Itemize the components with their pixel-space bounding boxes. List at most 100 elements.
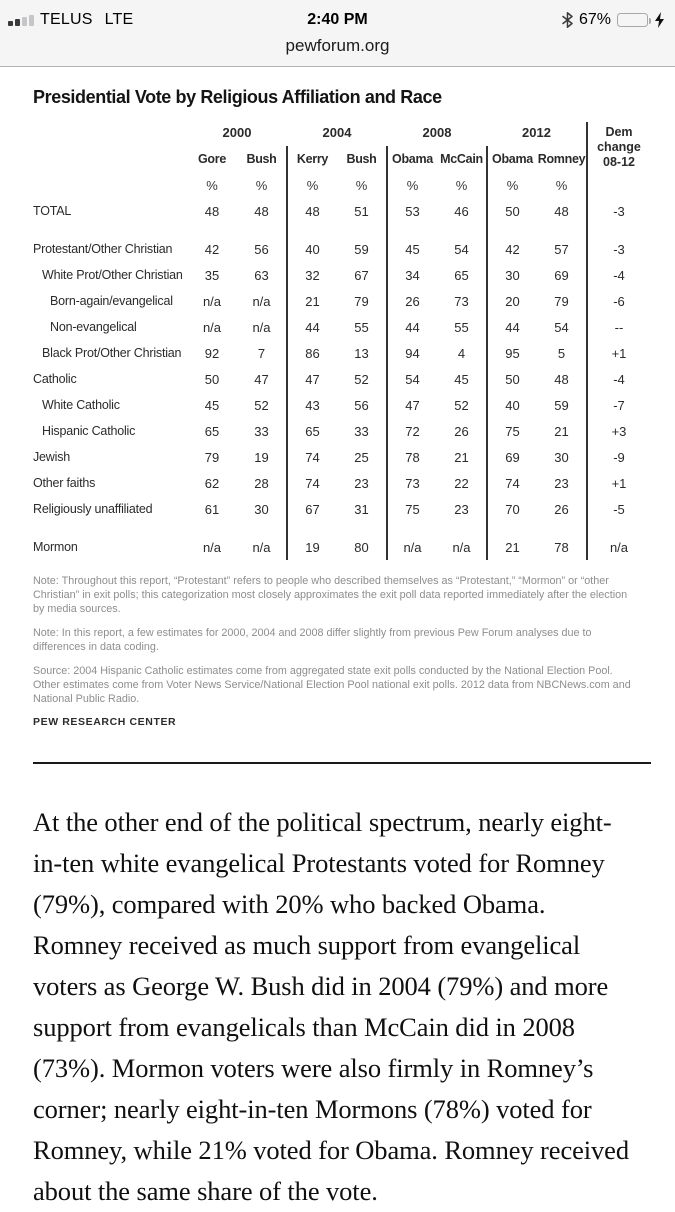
vote-value: 48 [286,198,337,224]
charging-bolt-icon [655,11,664,28]
vote-value: 5 [557,345,566,361]
vote-value: 73 [386,470,437,496]
candidate-romney: Romney [537,152,586,166]
table-row: Catholic 50 47 47 52 54 45 50 48 -4 [33,366,650,392]
vote-value: n/a [252,293,271,309]
dem-change-value: -9 [586,444,650,470]
vote-value: 59 [554,397,569,413]
vote-value: 20 [486,288,537,314]
vote-value: 65 [204,423,220,439]
row-label: TOTAL [33,204,72,218]
dem-change-value: -- [586,314,650,340]
vote-value: 25 [354,449,369,465]
vote-value: 32 [286,262,337,288]
vote-value: 67 [354,267,369,283]
table-row: Mormon n/a n/a 19 80 n/a n/a 21 78 n/a [33,534,650,560]
vote-value: 21 [454,449,469,465]
vote-value: 69 [554,267,569,283]
vote-value: 45 [386,236,437,262]
row-label: Hispanic Catholic [42,424,136,438]
dem-change-value: -3 [586,198,650,224]
status-row: TELUS LTE 2:40 PM 67% [0,0,675,33]
table-row: Religiously unaffiliated 61 30 67 31 75 23 70 26… [33,496,650,522]
table-row: TOTAL 48 48 48 51 53 46 50 48 -3 [33,198,650,224]
vote-table: 2000 2004 2008 2012 Dem change 08-12 Gor… [33,122,650,560]
dem-change-value: -5 [586,496,650,522]
vote-value: 44 [486,314,537,340]
row-label: Protestant/Other Christian [33,242,173,256]
candidate-bush00: Bush [246,152,277,166]
row-label: Non-evangelical [50,320,137,334]
row-label: Catholic [33,372,77,386]
vote-value: 50 [486,366,537,392]
section-divider [33,762,651,764]
percent-header-row: % % % % % % % % [33,172,650,198]
vote-value: 46 [454,203,469,219]
vote-value: 48 [554,203,569,219]
address-bar[interactable]: pewforum.org [285,36,390,55]
vote-value: 33 [354,423,369,439]
vote-value: 78 [554,539,569,555]
vote-value: 57 [554,241,569,257]
dem-change-value: -6 [586,288,650,314]
dem-change-value: -4 [586,366,650,392]
status-bar: TELUS LTE 2:40 PM 67% pewforum.org [0,0,675,67]
vote-value: n/a [386,534,437,560]
vote-value: 72 [386,418,437,444]
vote-value: 35 [204,267,220,283]
candidate-obama12: Obama [486,146,537,172]
dem-change-header: Dem change 08-12 [586,122,650,198]
table-title: Presidential Vote by Religious Affiliati… [33,87,442,107]
table-row: Hispanic Catholic 65 33 65 33 72 26 75 21 +3 [33,418,650,444]
table-note: Note: Throughout this report, “Protestan… [33,575,628,615]
vote-value: 56 [254,241,269,257]
vote-value: n/a [252,539,271,555]
vote-value: 92 [204,345,220,361]
vote-value: 31 [354,501,369,517]
vote-value: 63 [254,267,269,283]
row-label: Mormon [33,540,78,554]
table-body: TOTAL 48 48 48 51 53 46 50 48 -3 Protestant/Other … [33,198,650,560]
dem-change-value: +1 [586,340,650,366]
vote-value: 79 [354,293,369,309]
vote-value: 52 [454,397,469,413]
vote-value: 59 [354,241,369,257]
vote-value: 54 [454,241,469,257]
dem-change-value: n/a [586,534,650,560]
year-header-2000: 2000 [222,125,252,140]
vote-value: 23 [454,501,469,517]
clock: 2:40 PM [307,10,368,28]
vote-value: 78 [386,444,437,470]
vote-value: 56 [354,397,369,413]
dem-change-value: +3 [586,418,650,444]
status-right: 67% [562,11,665,29]
table-row: Born-again/evangelical n/a n/a 21 79 26 73 20 79… [33,288,650,314]
cellular-signal-icon [8,14,34,29]
vote-value: 54 [554,319,569,335]
vote-value: n/a [202,293,222,309]
vote-value: 44 [386,314,437,340]
dem-change-value: -4 [586,262,650,288]
carrier-label: TELUS [40,10,93,28]
candidate-obama08: Obama [386,146,437,172]
dem-change-value: -7 [586,392,650,418]
row-label: Other faiths [33,476,96,490]
vote-value: 48 [554,371,569,387]
row-label: Born-again/evangelical [50,294,173,308]
vote-value: 48 [204,203,220,219]
vote-value: 50 [486,198,537,224]
year-header-2008: 2008 [422,125,452,140]
vote-value: 61 [204,501,220,517]
vote-value: 47 [286,366,337,392]
vote-value: 19 [286,534,337,560]
vote-value: n/a [452,539,471,555]
vote-value: 21 [286,288,337,314]
vote-value: 40 [486,392,537,418]
table-row: White Catholic 45 52 43 56 47 52 40 59 -7 [33,392,650,418]
row-label: White Prot/Other Christian [42,268,183,282]
row-label: Religiously unaffiliated [33,502,153,516]
vote-value: n/a [252,319,271,335]
status-left: TELUS LTE [8,11,133,29]
vote-value: 33 [254,423,269,439]
vote-value: 53 [386,198,437,224]
